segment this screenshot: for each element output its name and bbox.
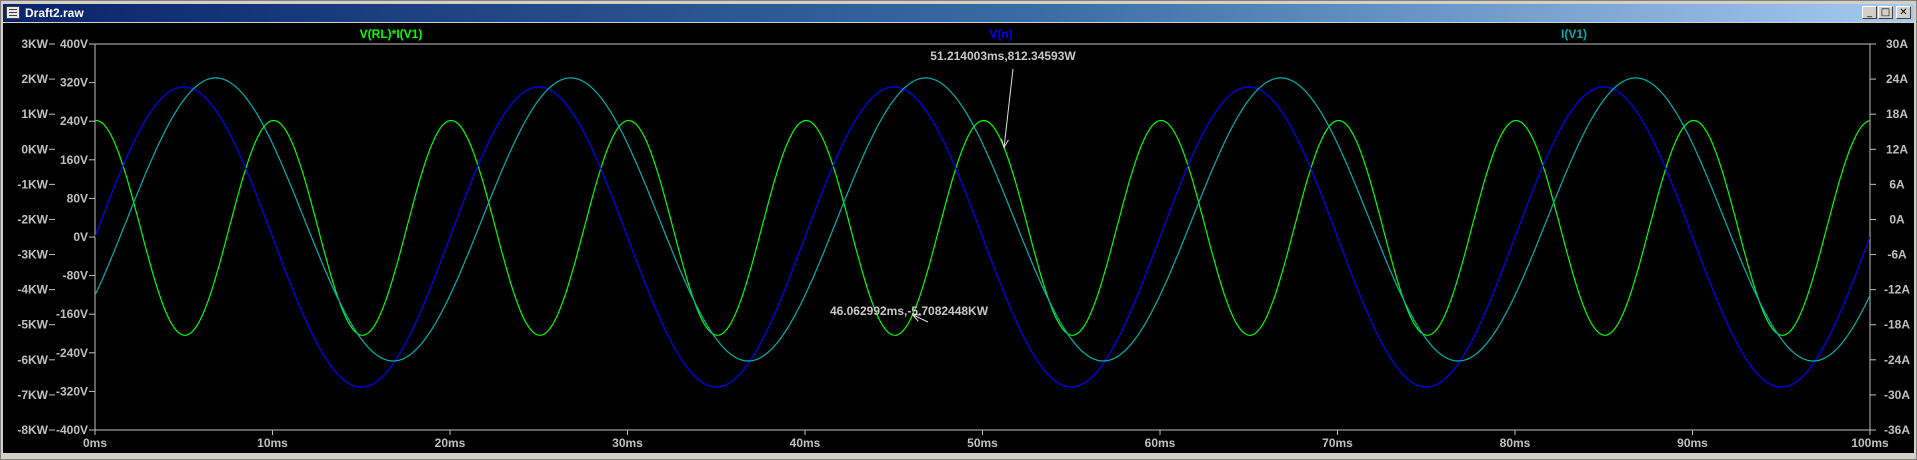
plot-area[interactable]: 0ms 10ms 20ms 30ms 40ms 50ms 60ms 70ms 80ms 90ms 1… xyxy=(3,23,1914,453)
x-tick-label: 50ms xyxy=(967,436,998,450)
annotation-arrow xyxy=(912,314,929,323)
x-tick-label: 20ms xyxy=(435,436,466,450)
current-tick-label: -36A xyxy=(1884,423,1910,437)
annotation-arrowhead xyxy=(1001,138,1009,149)
power-tick-label: -4KW xyxy=(17,283,48,297)
voltage-tick-label: 80V xyxy=(67,191,88,205)
voltage-tick-label: -320V xyxy=(56,384,88,398)
title-bar[interactable]: Draft2.raw _ □ ✕ xyxy=(3,4,1914,22)
series-line-0 xyxy=(95,119,1870,336)
voltage-tick-label: 240V xyxy=(60,114,88,128)
current-tick-label: -24A xyxy=(1884,353,1910,367)
power-tick-label: -7KW xyxy=(17,388,48,402)
current-tick-label: -12A xyxy=(1884,283,1910,297)
voltage-tick-label: 160V xyxy=(60,153,88,167)
power-tick-label: -8KW xyxy=(17,423,48,437)
x-tick-label: 80ms xyxy=(1500,436,1531,450)
current-tick-label: 30A xyxy=(1886,37,1908,51)
power-tick-label: -6KW xyxy=(17,353,48,367)
current-tick-label: 12A xyxy=(1886,142,1908,156)
power-tick-label: -2KW xyxy=(17,212,48,226)
voltage-tick-label: -80V xyxy=(63,269,88,283)
power-tick-label: 3KW xyxy=(21,37,48,51)
current-tick-label: 18A xyxy=(1886,107,1908,121)
series-line-2 xyxy=(95,77,1870,362)
voltage-tick-label: 0V xyxy=(73,230,88,244)
legend-v-n[interactable]: V(n) xyxy=(989,27,1012,41)
waveform-icon[interactable] xyxy=(6,6,20,19)
annotation-label: 46.062992ms,-5.7082448KW xyxy=(830,304,989,318)
annotation-arrow xyxy=(1003,68,1014,148)
power-tick-label: 0KW xyxy=(21,142,48,156)
window-title: Draft2.raw xyxy=(25,6,84,20)
x-tick-label: 70ms xyxy=(1322,436,1353,450)
close-button[interactable]: ✕ xyxy=(1896,6,1911,19)
power-tick-label: 1KW xyxy=(21,107,48,121)
x-tick-label: 10ms xyxy=(257,436,288,450)
voltage-tick-label: 400V xyxy=(60,37,88,51)
current-tick-label: -18A xyxy=(1884,318,1910,332)
power-tick-label: -3KW xyxy=(17,248,48,262)
annotation-label: 51.214003ms,812.34593W xyxy=(930,49,1076,63)
voltage-tick-label: 320V xyxy=(60,76,88,90)
power-tick-label: -5KW xyxy=(17,318,48,332)
waveform-chart[interactable]: 0ms 10ms 20ms 30ms 40ms 50ms 60ms 70ms 80ms 90ms 1… xyxy=(3,23,1914,453)
legend-i-v1[interactable]: I(V1) xyxy=(1561,27,1587,41)
voltage-tick-label: -400V xyxy=(56,423,88,437)
current-tick-label: -6A xyxy=(1887,248,1907,262)
current-tick-label: 6A xyxy=(1889,177,1905,191)
x-tick-label: 60ms xyxy=(1145,436,1176,450)
power-tick-label: -1KW xyxy=(17,177,48,191)
x-tick-label: 30ms xyxy=(612,436,643,450)
current-tick-label: 24A xyxy=(1886,72,1908,86)
x-tick-label: 100ms xyxy=(1851,436,1889,450)
voltage-tick-label: -240V xyxy=(56,346,88,360)
maximize-button[interactable]: □ xyxy=(1878,6,1893,19)
current-tick-label: -30A xyxy=(1884,388,1910,402)
minimize-button[interactable]: _ xyxy=(1862,6,1877,19)
x-tick-label: 40ms xyxy=(790,436,821,450)
annotation-arrowhead xyxy=(911,314,922,322)
x-tick-label: 0ms xyxy=(83,436,107,450)
voltage-tick-label: -160V xyxy=(56,307,88,321)
series-line-1 xyxy=(95,86,1870,388)
x-tick-label: 90ms xyxy=(1677,436,1708,450)
power-tick-label: 2KW xyxy=(21,72,48,86)
legend-v-rl-i-v1[interactable]: V(RL)*I(V1) xyxy=(360,27,423,41)
current-tick-label: 0A xyxy=(1889,212,1905,226)
